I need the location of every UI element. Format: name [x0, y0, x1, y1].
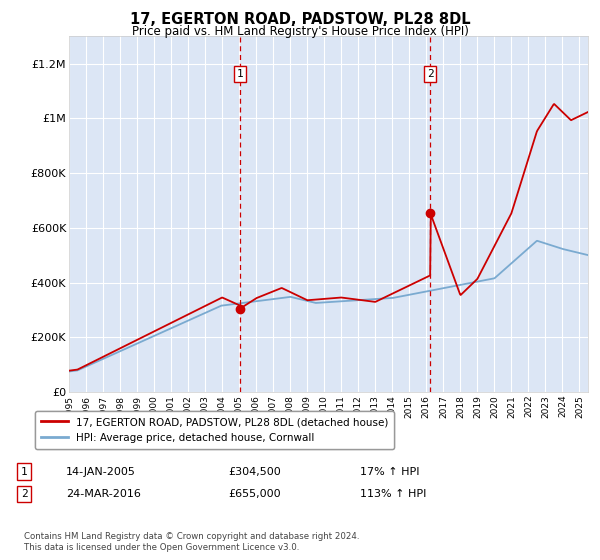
Text: 1: 1: [236, 69, 243, 79]
Text: £655,000: £655,000: [228, 489, 281, 499]
Text: 1: 1: [20, 466, 28, 477]
Text: 17% ↑ HPI: 17% ↑ HPI: [360, 466, 419, 477]
Legend: 17, EGERTON ROAD, PADSTOW, PL28 8DL (detached house), HPI: Average price, detach: 17, EGERTON ROAD, PADSTOW, PL28 8DL (det…: [35, 410, 394, 449]
Text: 17, EGERTON ROAD, PADSTOW, PL28 8DL: 17, EGERTON ROAD, PADSTOW, PL28 8DL: [130, 12, 470, 27]
Text: 113% ↑ HPI: 113% ↑ HPI: [360, 489, 427, 499]
Text: £304,500: £304,500: [228, 466, 281, 477]
Text: 24-MAR-2016: 24-MAR-2016: [66, 489, 141, 499]
Text: 14-JAN-2005: 14-JAN-2005: [66, 466, 136, 477]
Text: 2: 2: [20, 489, 28, 499]
Text: Price paid vs. HM Land Registry's House Price Index (HPI): Price paid vs. HM Land Registry's House …: [131, 25, 469, 38]
Text: 2: 2: [427, 69, 434, 79]
Text: Contains HM Land Registry data © Crown copyright and database right 2024.
This d: Contains HM Land Registry data © Crown c…: [24, 532, 359, 552]
